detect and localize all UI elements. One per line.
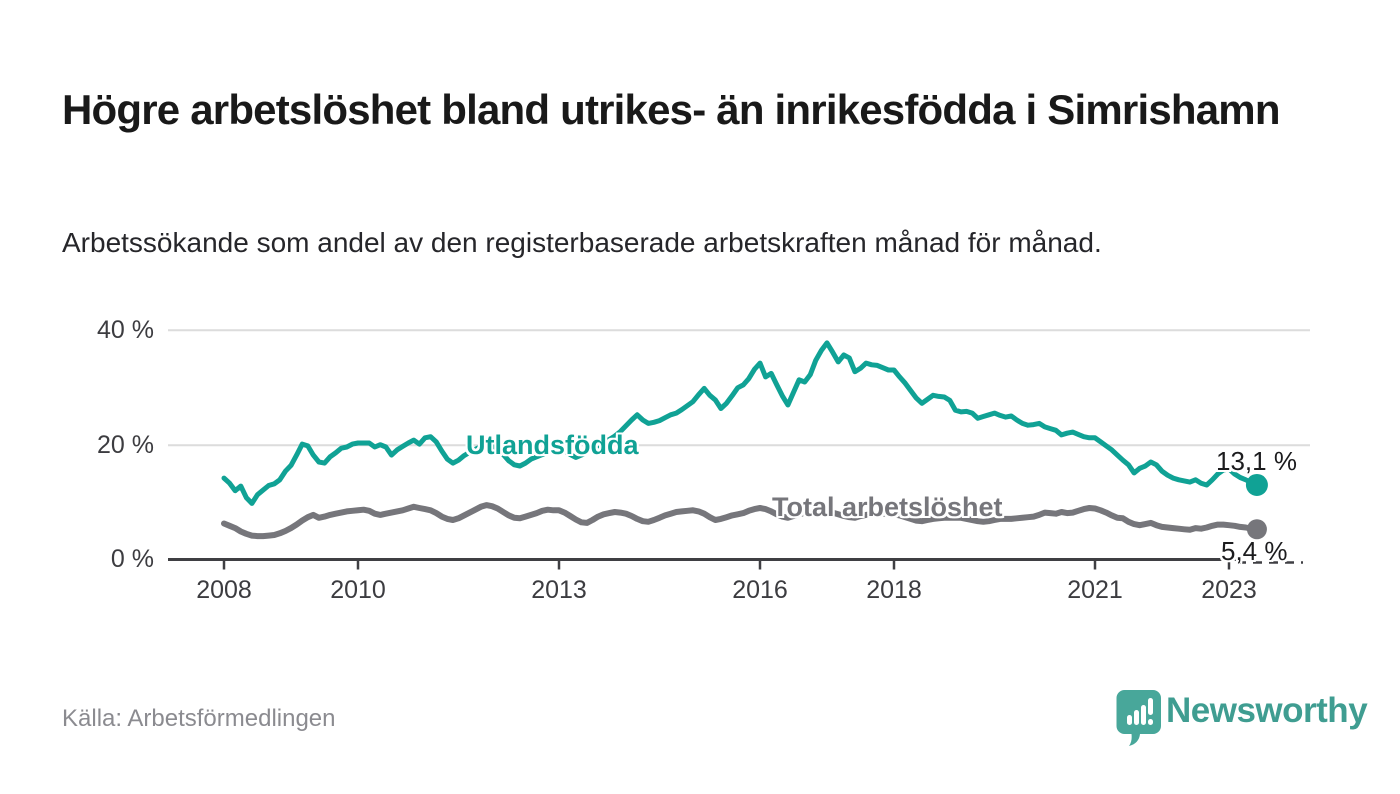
end-value-label-utlandsfodda: 13,1 %	[1216, 446, 1297, 476]
end-value-label-total: 5,4 %	[1221, 536, 1288, 566]
series-line-utlandsfodda	[221, 340, 1260, 506]
bar-3	[1141, 705, 1146, 725]
x-tick-label-2021: 2021	[1067, 576, 1123, 604]
source-note: Källa: Arbetsförmedlingen	[62, 705, 336, 732]
end-dot-utlandsfodda	[1245, 473, 1268, 496]
series-line-total	[221, 502, 1260, 540]
x-tick-label-2016: 2016	[732, 576, 788, 604]
x-tick-label-2018: 2018	[866, 576, 922, 604]
y-tick-label-40: 40 %	[97, 316, 154, 344]
y-tick-label-20: 20 %	[97, 431, 154, 459]
bar-1	[1127, 715, 1132, 725]
series-label-total-arbetsloshet: Total arbetslöshet	[772, 492, 1003, 522]
exclamation-dot	[1148, 719, 1153, 725]
y-tick-label-0: 0 %	[110, 545, 154, 573]
newsworthy-logo-icon	[1116, 690, 1161, 746]
end-dot-total	[1246, 519, 1267, 540]
x-tick-label-2010: 2010	[330, 576, 386, 604]
page-subtitle: Arbetssökande som andel av den registerb…	[62, 227, 1102, 258]
page-title: Högre arbetslöshet bland utrikes- än inr…	[62, 86, 1281, 134]
x-tick-label-2008: 2008	[196, 576, 252, 604]
brand-name: Newsworthy	[1166, 691, 1368, 730]
series-label-utlandsfodda: Utlandsfödda	[466, 430, 639, 460]
exclamation-bar	[1148, 698, 1153, 715]
x-tick-label-2013: 2013	[531, 576, 587, 604]
x-tick-label-2023: 2023	[1201, 576, 1257, 604]
bar-2	[1134, 710, 1139, 725]
